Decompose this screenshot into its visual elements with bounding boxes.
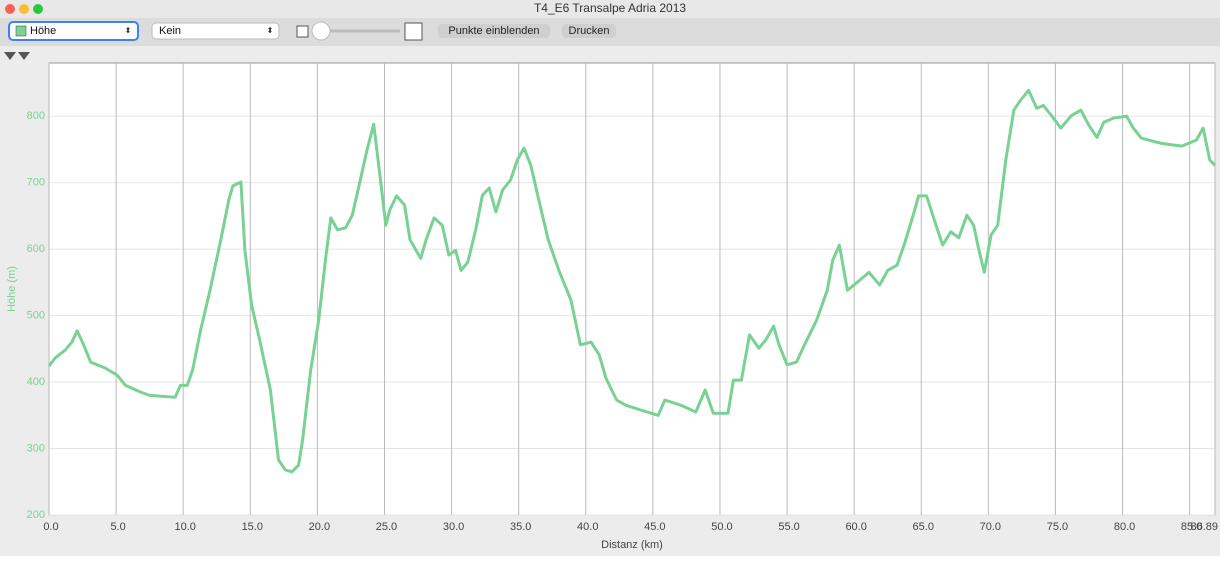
elevation-line — [47, 88, 1217, 474]
x-tick-label: 20.0 — [309, 521, 330, 533]
overlay-select[interactable] — [151, 22, 280, 40]
title-bar — [0, 0, 1220, 18]
series-swatch — [15, 25, 27, 37]
x-tick-label: 80.0 — [1114, 521, 1135, 533]
x-tick-label: 60.0 — [845, 521, 866, 533]
x-tick-label: 70.0 — [980, 521, 1001, 533]
y-tick-label: 500 — [27, 309, 45, 321]
y-tick-label: 700 — [27, 177, 45, 189]
x-tick-label: 65.0 — [913, 521, 934, 533]
x-tick-label: 25.0 — [376, 521, 397, 533]
series-select[interactable] — [8, 21, 139, 41]
y-axis-label: Höhe (m) — [6, 266, 18, 312]
y-tick-label: 600 — [27, 243, 45, 255]
button[interactable] — [438, 24, 550, 38]
slider-min-icon — [296, 25, 309, 38]
x-tick-label: 85.0 — [1181, 521, 1202, 533]
x-tick-label: 86.89 — [1190, 521, 1218, 533]
y-tick-label: 300 — [27, 442, 45, 454]
minimize-button[interactable] — [19, 4, 29, 14]
x-tick-label: 5.0 — [110, 521, 125, 533]
x-tick-label: 10.0 — [174, 521, 195, 533]
overlay-select-label: Kein — [159, 25, 181, 37]
y-tick-label: 400 — [27, 376, 45, 388]
x-tick-label: 15.0 — [242, 521, 263, 533]
x-tick-label: 50.0 — [711, 521, 732, 533]
x-tick-label: 55.0 — [778, 521, 799, 533]
button-label: Punkte einblenden — [448, 25, 539, 37]
select-arrows: ⬍ — [125, 26, 132, 35]
window-title: T4_E6 Transalpe Adria 2013 — [534, 1, 686, 15]
button[interactable] — [562, 24, 616, 38]
x-tick-label: 30.0 — [443, 521, 464, 533]
close-button[interactable] — [5, 4, 15, 14]
zoom-button[interactable] — [33, 4, 43, 14]
x-tick-label: 40.0 — [577, 521, 598, 533]
y-tick-label: 200 — [27, 509, 45, 521]
x-tick-label: 75.0 — [1047, 521, 1068, 533]
series-select-label: Höhe — [30, 25, 56, 37]
x-tick-label: 35.0 — [510, 521, 531, 533]
y-tick-label: 800 — [27, 110, 45, 122]
x-tick-label: 0.0 — [43, 521, 58, 533]
plot-area — [48, 62, 1216, 516]
range-markers[interactable] — [4, 52, 30, 60]
x-tick-label: 45.0 — [644, 521, 665, 533]
select-arrows: ⬍ — [267, 26, 274, 35]
x-axis-label: Distanz (km) — [601, 539, 663, 551]
slider-knob[interactable] — [311, 21, 331, 41]
slider-max-icon — [404, 22, 423, 41]
button-label: Drucken — [569, 25, 610, 37]
